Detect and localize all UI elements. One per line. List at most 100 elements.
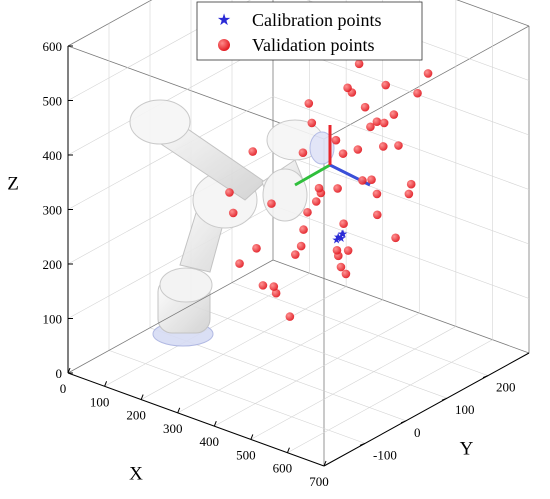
data-points: ★★★★★: [225, 59, 433, 321]
gridline-z: [272, 150, 530, 245]
legend-label-calibration: Calibration points: [252, 10, 382, 30]
validation-point: [311, 197, 321, 206]
validation-point: [290, 250, 300, 259]
z-tick-label: 100: [43, 312, 63, 327]
gridline-x: [250, 326, 457, 440]
gridline-z: [272, 205, 530, 299]
x-tick-label: 300: [163, 421, 183, 436]
y-tick-label: 0: [414, 425, 421, 440]
validation-point: [235, 259, 244, 268]
x-tick-mark: [177, 407, 181, 414]
validation-point: [341, 269, 351, 279]
y-axis-title: Y: [460, 439, 474, 460]
x-tick-mark: [213, 420, 217, 427]
box-edge: [456, 0, 530, 27]
validation-point: [331, 135, 341, 145]
validation-point: [298, 148, 308, 158]
validation-point: [378, 142, 388, 151]
y-tick-label: -100: [373, 447, 397, 462]
x-tick-label: 100: [90, 394, 110, 409]
box-edge: [67, 0, 153, 47]
gridline-x: [177, 299, 383, 414]
gridline-x: [214, 312, 420, 427]
axes: 0 100 200 300 400 500 600 0 100 200 300 400 500 600 70…: [7, 39, 530, 489]
gridline-z: [67, 41, 274, 156]
legend-star-marker: ★: [217, 10, 231, 29]
gridline-x: [287, 339, 493, 453]
x-axis-line: [67, 372, 325, 467]
x-tick-label: 600: [273, 461, 293, 476]
legend-box: [196, 1, 423, 61]
validation-point: [225, 188, 234, 197]
validation-point: [343, 246, 353, 255]
validation-point: [303, 207, 312, 217]
x-tick-mark: [250, 434, 254, 440]
validation-point: [336, 262, 346, 272]
gridline-y: [231, 282, 489, 376]
validation-point: [307, 118, 317, 128]
y-tick-mark: [359, 442, 366, 446]
x-axis-title: X: [129, 464, 143, 485]
validation-point: [252, 243, 261, 253]
validation-point: [332, 245, 342, 255]
grid-lines: [67, 0, 530, 453]
validation-point: [285, 312, 295, 321]
robot-arm-illustration: [129, 99, 335, 347]
validation-point: [379, 118, 389, 128]
gridline-x: [140, 286, 347, 400]
validation-point: [338, 149, 348, 158]
validation-point: [314, 183, 324, 193]
validation-point: [360, 102, 370, 112]
z-tick-label: 300: [43, 203, 63, 218]
legend-circle-marker: [218, 39, 230, 51]
x-tick-label: 500: [236, 447, 256, 462]
z-tick-label: 200: [43, 257, 63, 272]
x-tick-mark: [286, 447, 290, 453]
validation-point: [367, 175, 376, 184]
x-tick-mark: [104, 381, 108, 387]
x-tick-mark: [140, 394, 144, 400]
y-tick-mark: [400, 420, 407, 424]
validation-point: [389, 110, 399, 119]
validation-point: [423, 69, 433, 78]
z-tick-label: 400: [43, 148, 63, 163]
validation-point: [381, 80, 391, 90]
gridline-y: [108, 350, 366, 444]
validation-point: [258, 281, 268, 290]
validation-point: [372, 210, 382, 220]
validation-point: [353, 145, 363, 154]
legend-label-validation: Validation points: [252, 35, 375, 55]
validation-point: [299, 225, 308, 234]
z-tick-label: 0: [56, 366, 63, 381]
validation-point: [394, 141, 403, 150]
validation-point: [413, 88, 422, 98]
z-tick-label: 600: [43, 39, 63, 54]
validation-point: [406, 179, 416, 189]
calibration-point: ★: [337, 228, 347, 241]
validation-point: [271, 288, 281, 298]
validation-point: [269, 282, 279, 291]
gridline-z: [67, 96, 274, 210]
x-tick-label: 0: [60, 381, 67, 396]
validation-point: [339, 219, 348, 228]
box-edge: [272, 259, 530, 354]
z-tick-label: 500: [43, 94, 63, 109]
y-tick-mark: [441, 397, 448, 401]
calibration-point: ★: [336, 232, 346, 245]
validation-point: [358, 176, 367, 185]
validation-point: [267, 199, 276, 208]
validation-point: [228, 208, 238, 218]
validation-point: [333, 184, 342, 193]
y-axis-line: [323, 352, 530, 467]
calibration-point: ★: [338, 228, 348, 241]
validation-point: [296, 241, 306, 251]
x-tick-mark: [67, 367, 71, 374]
x-tick-label: 200: [126, 408, 146, 423]
x-tick-label: 400: [200, 434, 220, 449]
legend: ★ Calibration points Validation points: [196, 1, 423, 61]
validation-point: [248, 147, 258, 156]
y-tick-label: 200: [496, 380, 516, 395]
x-tick-label: 700: [309, 474, 329, 489]
validation-point: [372, 189, 382, 199]
